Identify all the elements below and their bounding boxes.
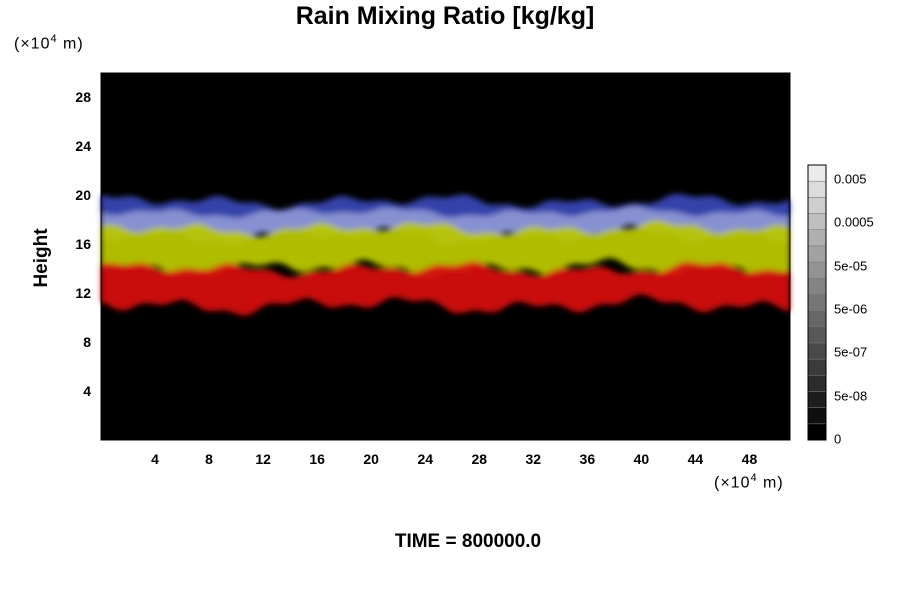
- time-label: TIME = 800000.0: [394, 531, 542, 552]
- x-tick-label: 12: [255, 451, 271, 467]
- colorbar-tick-label: 5e-05: [834, 258, 868, 274]
- y-tick-label: 24: [75, 138, 91, 155]
- band-middle: [101, 220, 790, 279]
- y-tick-label: 28: [75, 89, 91, 106]
- colorbar-level: [807, 391, 827, 408]
- colorbar-tick-label: 5e-06: [834, 301, 868, 317]
- colorbar-level: [807, 358, 827, 376]
- colorbar-level: [807, 229, 827, 247]
- x-tick-label: 4: [151, 451, 159, 467]
- colorbar-level: [807, 245, 827, 263]
- x-tick-label: 36: [579, 451, 596, 467]
- y-tick-label: 12: [75, 285, 91, 302]
- colorbar-level: [807, 423, 827, 441]
- colorbar-level: [807, 342, 827, 360]
- x-unit-label: (×104 m): [714, 472, 784, 492]
- colorbar-tick-label: 0: [834, 431, 842, 447]
- x-tick-label: 24: [417, 451, 434, 467]
- colorbar-level: [807, 277, 827, 295]
- x-tick-label: 32: [525, 451, 542, 467]
- colorbar-tick-label: 0.005: [834, 171, 867, 187]
- chart-title: Rain Mixing Ratio [kg/kg]: [295, 2, 595, 30]
- colorbar-level: [807, 180, 827, 198]
- x-tick-label: 8: [205, 451, 213, 467]
- colorbar-tick-label: 5e-07: [834, 344, 868, 360]
- plot-frame: [100, 72, 791, 441]
- y-unit-label: (×104 m): [14, 33, 84, 53]
- colorbar-level: [807, 294, 827, 311]
- x-tick-label: 44: [687, 451, 704, 467]
- band-upper-fringe: [101, 194, 790, 218]
- y-tick-label: 16: [75, 236, 91, 253]
- rain-field: [101, 194, 790, 316]
- y-tick-label: 20: [75, 187, 91, 204]
- x-tick-label: 48: [741, 451, 758, 467]
- colorbar-level: [807, 261, 827, 279]
- x-tick-label: 20: [363, 451, 379, 467]
- colorbar-level: [807, 375, 827, 392]
- x-tick-label: 40: [633, 451, 650, 467]
- colorbar-level: [807, 407, 827, 425]
- y-tick-label: 8: [83, 334, 91, 351]
- colorbar-level: [807, 326, 827, 344]
- colorbar-level: [807, 213, 827, 230]
- band-lower: [101, 261, 790, 316]
- colorbar-level: [807, 164, 827, 182]
- colorbar-tick-label: 0.0005: [834, 214, 874, 230]
- y-tick-label: 4: [83, 383, 91, 400]
- colorbar-frame: [807, 164, 827, 441]
- colorbar-level: [807, 310, 827, 328]
- x-tick-label: 16: [309, 451, 325, 467]
- colorbar-level: [807, 197, 827, 214]
- x-tick-label: 28: [471, 451, 488, 467]
- colorbar-tick-label: 5e-08: [834, 388, 868, 404]
